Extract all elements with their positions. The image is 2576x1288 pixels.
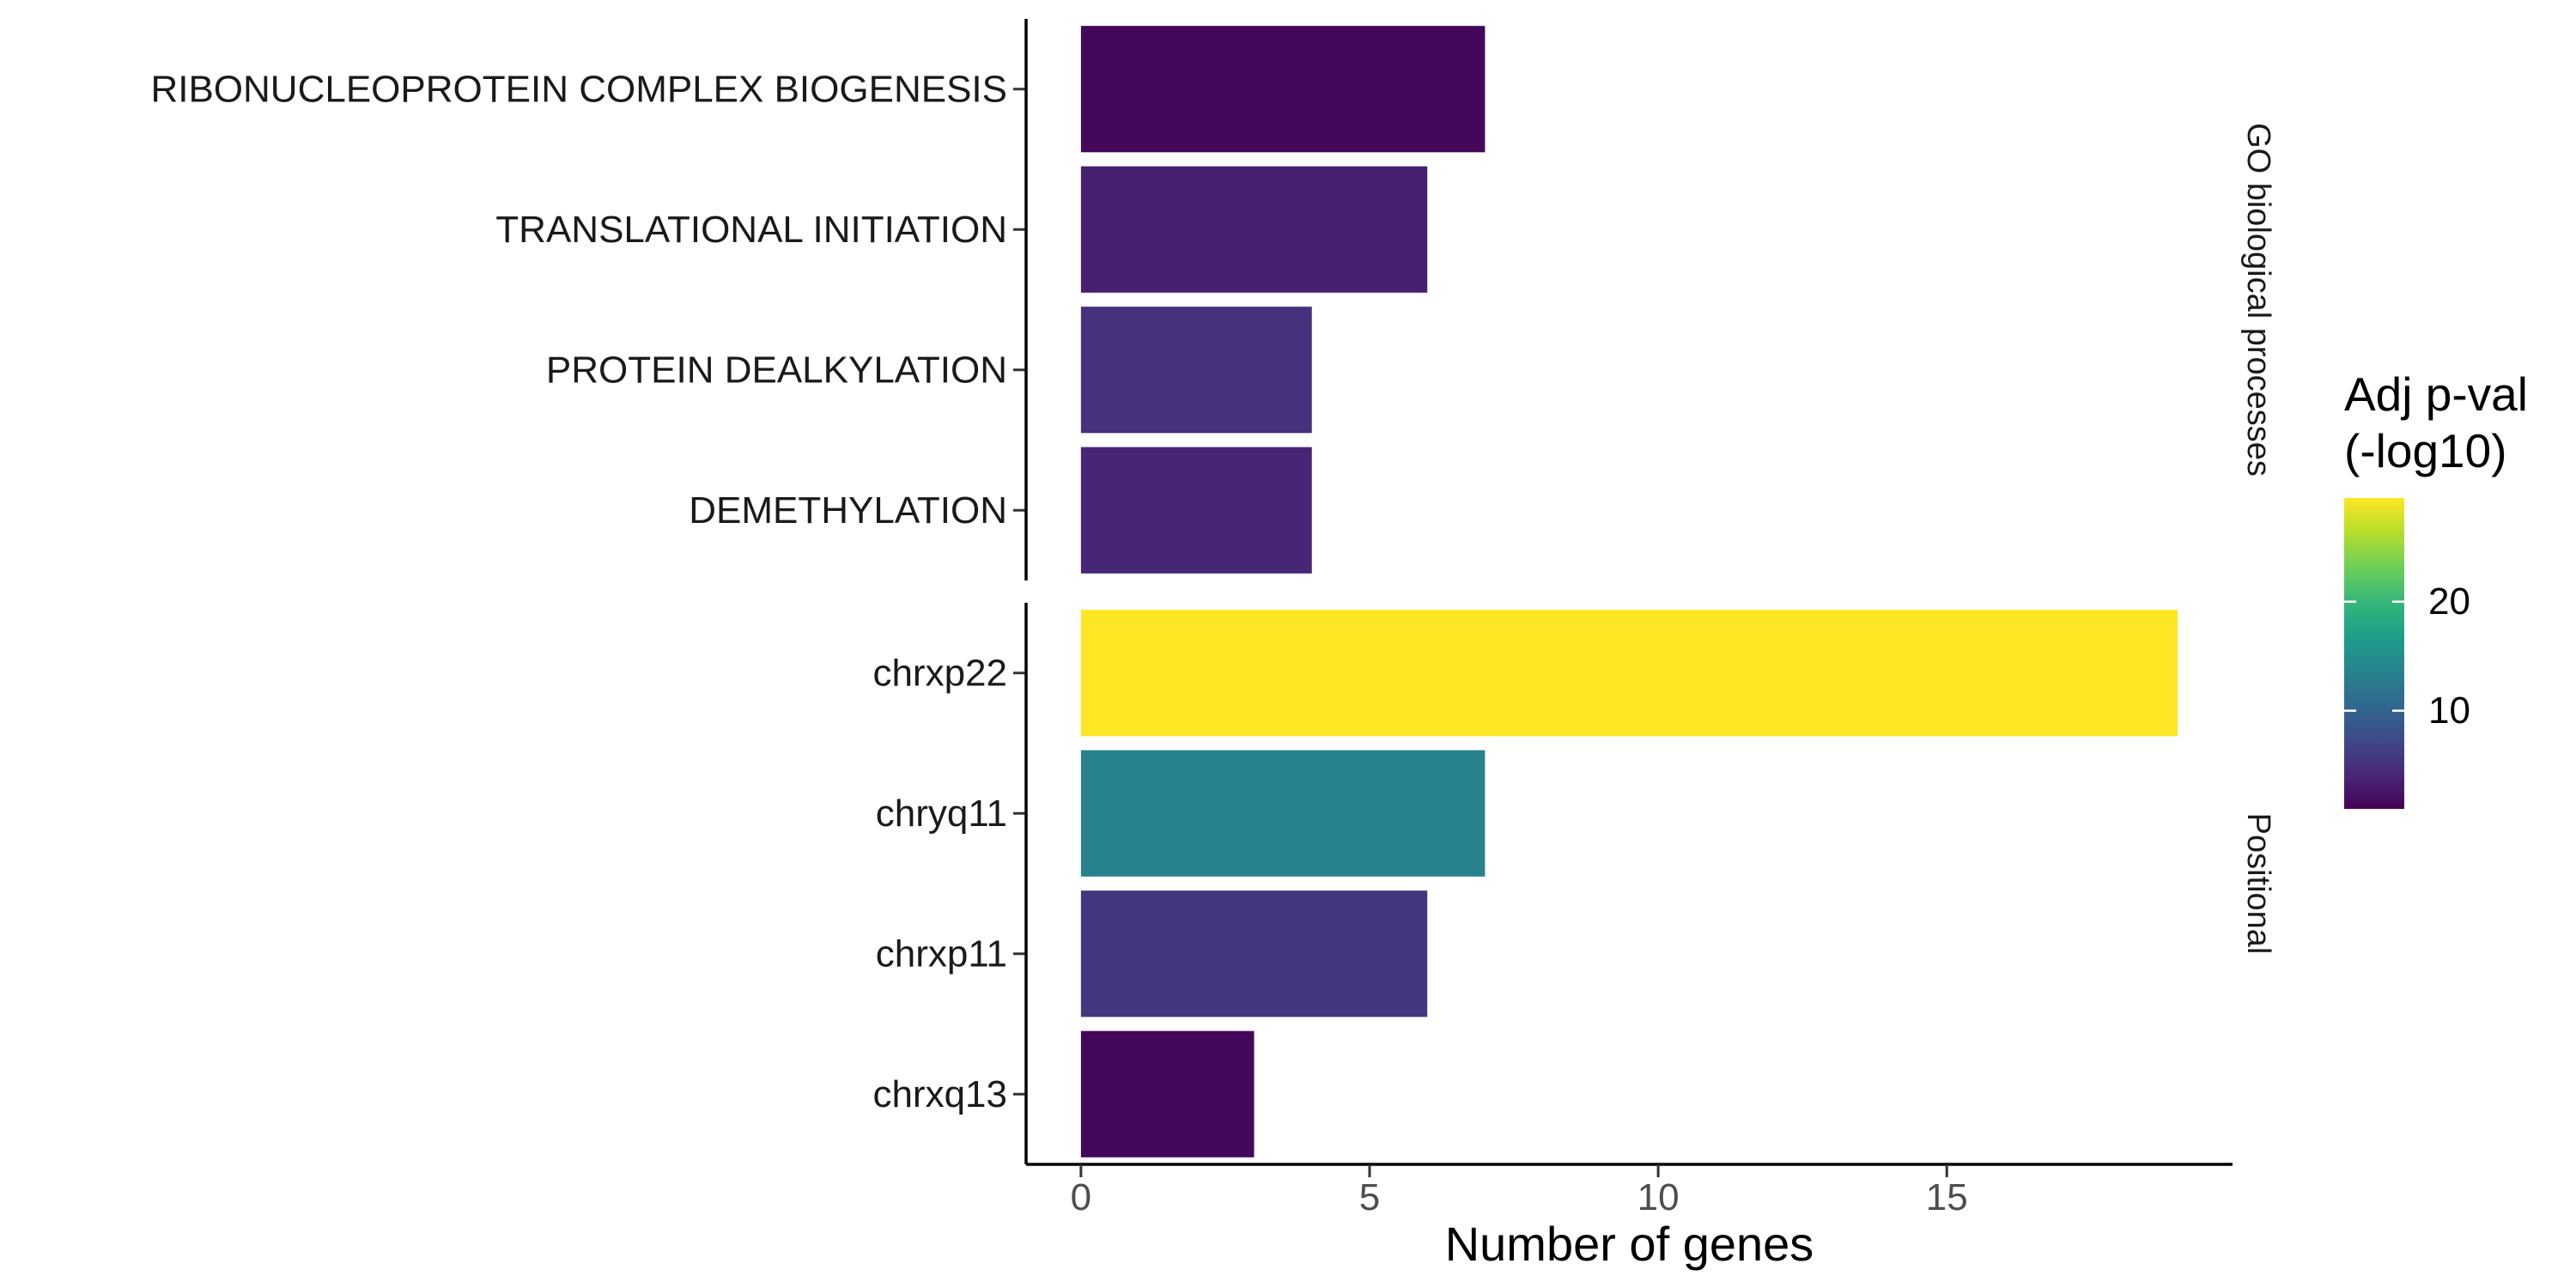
x-axis-title: Number of genes <box>1445 1217 1814 1271</box>
bar <box>1080 307 1312 434</box>
legend-title: Adj p-val <box>2344 368 2528 421</box>
x-tick-label: 15 <box>1926 1176 1968 1218</box>
facet-panel: chrxp22 chryq11 chrxp11 chrxq13 Positional <box>872 603 2276 1164</box>
x-tick-label: 10 <box>1637 1176 1680 1218</box>
bar <box>1080 890 1428 1018</box>
category-label: TRANSLATIONAL INITIATION <box>495 209 1007 251</box>
facet-strip-label: Positional <box>2240 813 2276 955</box>
category-label: DEMETHYLATION <box>689 489 1007 532</box>
legend-colorbar <box>2344 498 2404 809</box>
bar <box>1080 26 1485 153</box>
legend-tick-label: 10 <box>2428 690 2470 732</box>
facet-panel: RIBONUCLEOPROTEIN COMPLEX BIOGENESIS TRAN… <box>150 19 2276 580</box>
category-label: RIBONUCLEOPROTEIN COMPLEX BIOGENESIS <box>150 68 1007 110</box>
category-label: chrxq13 <box>872 1073 1007 1115</box>
x-tick-label: 0 <box>1071 1176 1091 1218</box>
category-label: chryq11 <box>876 793 1007 835</box>
facet-strip-label: GO biological processes <box>2240 123 2276 477</box>
bar <box>1080 166 1428 293</box>
category-label: chrxp11 <box>876 933 1007 975</box>
x-tick-label: 5 <box>1359 1176 1380 1218</box>
category-label: chrxp22 <box>872 652 1007 694</box>
bar <box>1080 750 1485 877</box>
category-label: PROTEIN DEALKYLATION <box>546 349 1007 391</box>
bar <box>1080 610 2178 737</box>
legend-tick-label: 20 <box>2428 580 2470 623</box>
bar <box>1080 447 1312 574</box>
bar <box>1080 1030 1255 1157</box>
legend-title: (-log10) <box>2344 424 2507 477</box>
